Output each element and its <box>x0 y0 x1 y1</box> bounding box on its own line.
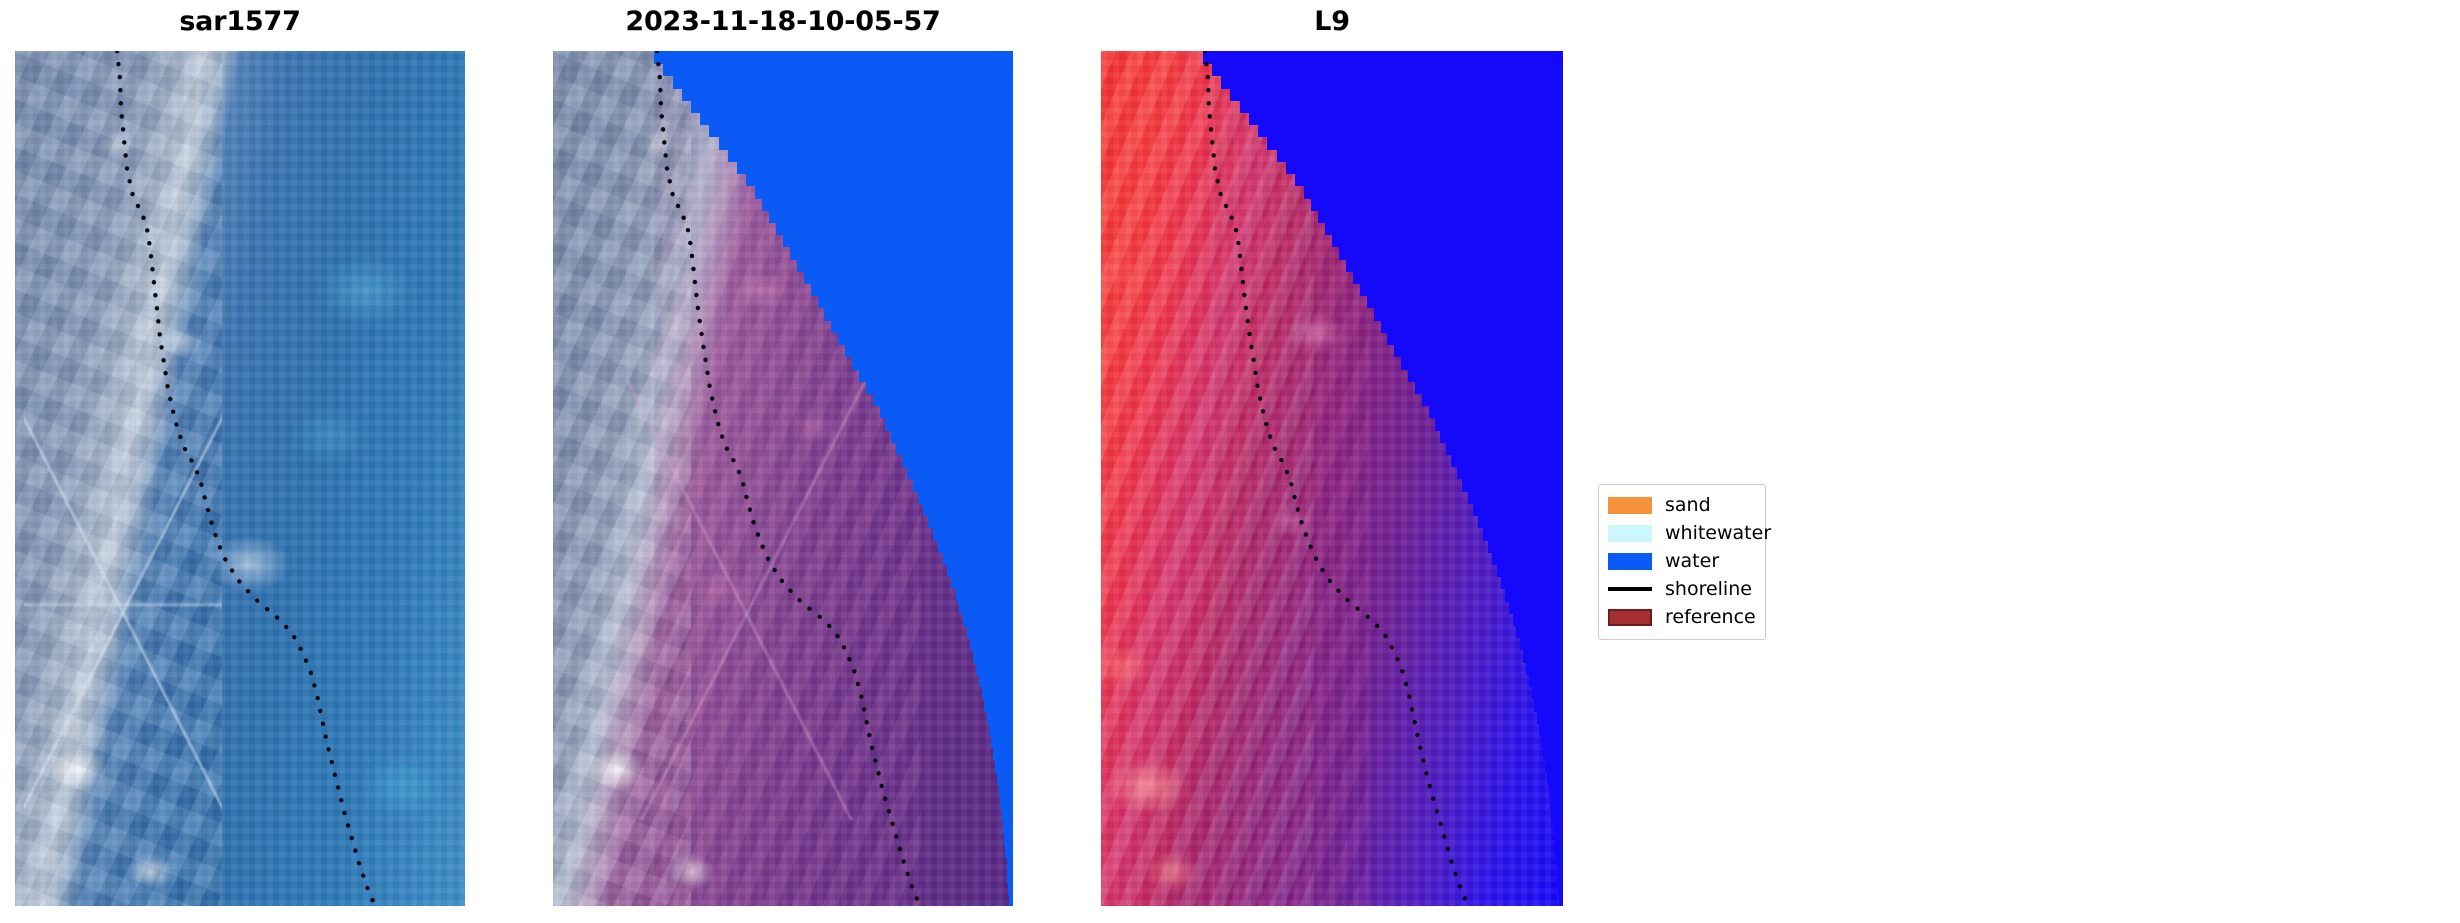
panel-title-sar1577: sar1577 <box>179 6 301 37</box>
panel-title-l9: L9 <box>1314 6 1350 37</box>
shoreline-line-icon <box>1608 587 1652 591</box>
sand-swatch-icon <box>1608 496 1652 514</box>
sar-rgb-panel[interactable] <box>15 51 465 906</box>
legend-item-shoreline: shoreline <box>1608 575 1756 603</box>
legend-label-water: water <box>1665 549 1720 572</box>
water-swatch-icon <box>1608 552 1652 570</box>
classified-raster <box>553 51 1013 906</box>
panel-title-timestamp: 2023-11-18-10-05-57 <box>625 6 941 37</box>
classified-panel[interactable] <box>553 51 1013 906</box>
whitewater-swatch-icon <box>1608 524 1652 542</box>
legend-item-reference: reference <box>1608 603 1756 631</box>
legend: sand whitewater water shoreline referenc… <box>1598 484 1771 640</box>
legend-item-sand: sand <box>1608 491 1756 519</box>
legend-label-reference: reference <box>1665 605 1756 628</box>
legend-label-whitewater: whitewater <box>1665 521 1772 544</box>
l9-water-mask <box>1101 51 1563 906</box>
legend-label-sand: sand <box>1665 493 1711 516</box>
l9-raster <box>1101 51 1563 906</box>
l9-panel[interactable] <box>1101 51 1563 906</box>
reference-swatch-icon <box>1608 608 1652 626</box>
water-class-mask <box>553 51 1013 906</box>
legend-item-whitewater: whitewater <box>1608 519 1771 547</box>
sar-rgb-raster <box>15 51 465 906</box>
legend-item-water: water <box>1608 547 1756 575</box>
legend-label-shoreline: shoreline <box>1665 577 1752 600</box>
